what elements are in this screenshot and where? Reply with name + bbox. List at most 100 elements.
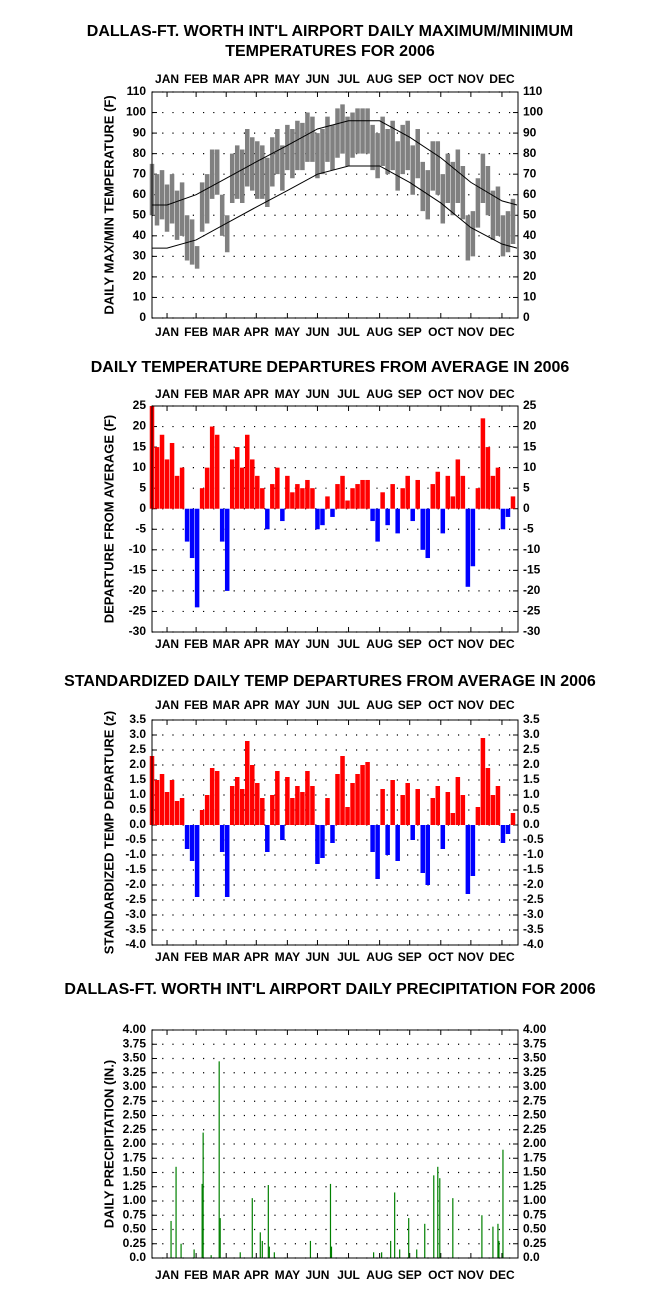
bar bbox=[234, 777, 240, 825]
x-tick-label: NOV bbox=[458, 387, 484, 401]
y-tick-label-right: 2.50 bbox=[523, 1108, 547, 1122]
y-tick-label-right: 2.00 bbox=[523, 1136, 547, 1150]
bar bbox=[164, 792, 170, 825]
y-tick-label-right: 3.00 bbox=[523, 1079, 547, 1093]
x-tick-label: APR bbox=[244, 325, 270, 339]
bar bbox=[239, 467, 245, 509]
bar bbox=[495, 467, 501, 509]
y-tick-label: 1.00 bbox=[123, 1193, 147, 1207]
x-tick-label: SEP bbox=[398, 698, 422, 712]
chart-title: TEMPERATURES FOR 2006 bbox=[225, 43, 435, 60]
y-axis-label: DAILY MAX/MIN TEMPERATURE (F) bbox=[101, 95, 116, 314]
bar bbox=[250, 765, 255, 825]
y-tick-label-right: 70 bbox=[523, 166, 537, 180]
bar bbox=[194, 825, 200, 897]
bar bbox=[154, 447, 160, 509]
x-tick-label: MAY bbox=[275, 72, 301, 86]
bar bbox=[485, 768, 491, 825]
x-tick-label: APR bbox=[244, 1268, 270, 1282]
x-tick-label: FEB bbox=[184, 637, 208, 651]
bar bbox=[430, 484, 436, 509]
bar bbox=[325, 496, 330, 509]
bar bbox=[370, 508, 375, 522]
bar bbox=[154, 780, 160, 825]
y-tick-label: 4.00 bbox=[123, 1022, 147, 1036]
bar bbox=[305, 771, 310, 825]
y-tick-label-right: -25 bbox=[523, 604, 541, 618]
y-tick-label: 40 bbox=[133, 228, 147, 242]
bar bbox=[465, 508, 471, 587]
bar bbox=[239, 1252, 241, 1258]
bar bbox=[219, 1218, 221, 1258]
y-tick-label: 3.50 bbox=[123, 1051, 147, 1065]
x-tick-label: FEB bbox=[184, 387, 208, 401]
y-tick-label-right: 60 bbox=[523, 187, 537, 201]
plot-frame bbox=[151, 1029, 519, 1259]
x-tick-label: JUL bbox=[337, 1268, 360, 1282]
bar bbox=[400, 795, 405, 825]
x-tick-label: JUN bbox=[305, 72, 329, 86]
bar bbox=[380, 492, 385, 509]
bar bbox=[189, 508, 195, 559]
x-tick-label: JAN bbox=[155, 387, 179, 401]
bar bbox=[405, 475, 410, 509]
chart-title: DAILY TEMPERATURE DEPARTURES FROM AVERAG… bbox=[91, 359, 570, 376]
bar bbox=[259, 1232, 261, 1258]
bar bbox=[360, 765, 365, 825]
bar bbox=[219, 508, 225, 542]
bar bbox=[350, 488, 355, 509]
y-tick-label: 1.50 bbox=[123, 1165, 147, 1179]
bar bbox=[174, 475, 180, 509]
x-tick-label: MAR bbox=[213, 325, 241, 339]
y-tick-label: 100 bbox=[126, 105, 146, 119]
bar bbox=[229, 459, 235, 509]
bar bbox=[505, 508, 511, 517]
y-tick-label: 3.75 bbox=[123, 1036, 147, 1050]
y-tick-label-right: 25 bbox=[523, 398, 537, 412]
bar bbox=[450, 813, 456, 825]
bar bbox=[214, 771, 220, 825]
y-tick-label: 2.25 bbox=[123, 1122, 147, 1136]
bar bbox=[335, 774, 340, 825]
bar bbox=[481, 1215, 483, 1258]
x-tick-label: AUG bbox=[366, 1268, 393, 1282]
bar bbox=[399, 1249, 401, 1258]
bar bbox=[204, 467, 210, 509]
bar bbox=[239, 789, 245, 825]
x-tick-label: OCT bbox=[428, 637, 454, 651]
x-tick-label: JUN bbox=[305, 387, 329, 401]
y-tick-label-right: -1.0 bbox=[523, 847, 544, 861]
y-tick-label-right: 1.75 bbox=[523, 1150, 547, 1164]
bar bbox=[204, 795, 210, 825]
bar bbox=[179, 798, 185, 825]
x-tick-label: MAR bbox=[213, 72, 241, 86]
bar bbox=[420, 825, 425, 873]
y-tick-label-right: 0.25 bbox=[523, 1236, 547, 1250]
bar bbox=[234, 447, 240, 509]
x-tick-label: OCT bbox=[428, 1268, 454, 1282]
bar bbox=[320, 508, 325, 526]
y-tick-label-right: 50 bbox=[523, 207, 537, 221]
bar bbox=[224, 825, 230, 897]
x-tick-label: MAR bbox=[213, 698, 241, 712]
bar bbox=[340, 475, 345, 509]
bar bbox=[184, 825, 190, 849]
bar bbox=[375, 508, 380, 542]
x-tick-label: FEB bbox=[184, 325, 208, 339]
bar bbox=[455, 459, 461, 509]
bar bbox=[490, 795, 496, 825]
y-tick-label-right: 0.0 bbox=[523, 1250, 540, 1264]
x-tick-label: MAR bbox=[213, 1268, 241, 1282]
bar bbox=[345, 500, 350, 509]
bar bbox=[275, 771, 280, 825]
bar bbox=[445, 475, 451, 509]
y-tick-label: 10 bbox=[133, 460, 147, 474]
y-tick-label: 3.25 bbox=[123, 1065, 147, 1079]
x-tick-label: JUL bbox=[337, 637, 360, 651]
x-tick-label: SEP bbox=[398, 1268, 422, 1282]
y-tick-label-right: 0.0 bbox=[523, 817, 540, 831]
y-tick-label: 30 bbox=[133, 249, 147, 263]
bar bbox=[285, 475, 290, 509]
x-tick-label: AUG bbox=[366, 950, 393, 964]
